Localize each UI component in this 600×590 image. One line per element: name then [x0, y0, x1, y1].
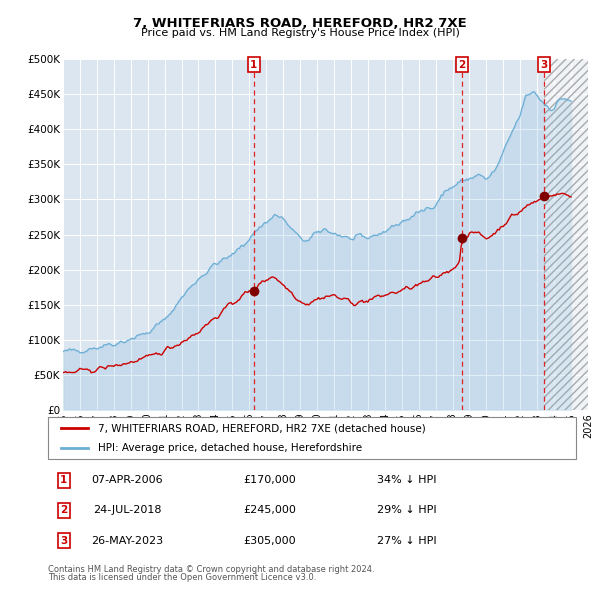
Text: £245,000: £245,000: [244, 506, 296, 515]
Text: 2: 2: [458, 60, 466, 70]
Text: 7, WHITEFRIARS ROAD, HEREFORD, HR2 7XE: 7, WHITEFRIARS ROAD, HEREFORD, HR2 7XE: [133, 17, 467, 30]
Text: Contains HM Land Registry data © Crown copyright and database right 2024.: Contains HM Land Registry data © Crown c…: [48, 565, 374, 573]
Text: 2: 2: [60, 506, 67, 515]
Text: 29% ↓ HPI: 29% ↓ HPI: [377, 506, 437, 515]
Text: 3: 3: [541, 60, 548, 70]
Text: £170,000: £170,000: [244, 475, 296, 485]
Text: 34% ↓ HPI: 34% ↓ HPI: [377, 475, 437, 485]
Text: 1: 1: [60, 475, 67, 485]
Text: Price paid vs. HM Land Registry's House Price Index (HPI): Price paid vs. HM Land Registry's House …: [140, 28, 460, 38]
Text: 07-APR-2006: 07-APR-2006: [91, 475, 163, 485]
Text: HPI: Average price, detached house, Herefordshire: HPI: Average price, detached house, Here…: [98, 442, 362, 453]
Text: This data is licensed under the Open Government Licence v3.0.: This data is licensed under the Open Gov…: [48, 573, 316, 582]
Text: £305,000: £305,000: [244, 536, 296, 546]
Text: 27% ↓ HPI: 27% ↓ HPI: [377, 536, 437, 546]
Text: 26-MAY-2023: 26-MAY-2023: [91, 536, 163, 546]
Text: 7, WHITEFRIARS ROAD, HEREFORD, HR2 7XE (detached house): 7, WHITEFRIARS ROAD, HEREFORD, HR2 7XE (…: [98, 423, 426, 433]
Text: 3: 3: [60, 536, 67, 546]
Text: 1: 1: [250, 60, 257, 70]
Text: 24-JUL-2018: 24-JUL-2018: [93, 506, 161, 515]
